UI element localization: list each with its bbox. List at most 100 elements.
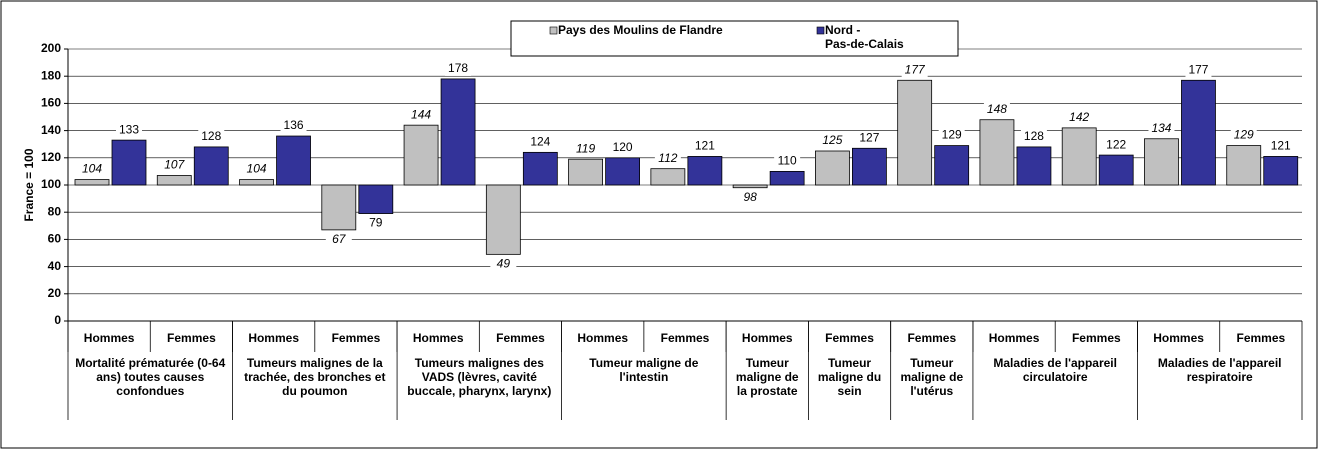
bar (1263, 156, 1299, 186)
group-label: Tumeur maligne de l'utérus (900, 356, 964, 398)
group-label: Tumeurs malignes des VADS (lèvres, cavit… (407, 356, 552, 398)
bar (769, 170, 805, 186)
bar (358, 184, 394, 214)
value-label-bg (161, 158, 188, 173)
value-label: 122 (1106, 137, 1126, 151)
bar (74, 179, 110, 186)
value-label-bg (79, 162, 105, 177)
y-tick-label: 80 (48, 204, 62, 218)
y-tick-label: 200 (41, 41, 61, 55)
y-tick-label: 120 (41, 150, 61, 164)
legend-label: Nord - Pas-de-Calais (825, 23, 904, 51)
value-label: 127 (859, 130, 879, 144)
bar (815, 150, 850, 186)
bar (522, 151, 558, 186)
value-label-bg (856, 131, 883, 146)
value-label: 178 (448, 61, 468, 75)
value-label-bg (901, 63, 928, 78)
value-label-bg (1103, 138, 1130, 153)
value-label: 136 (284, 118, 304, 132)
bar (111, 139, 147, 186)
value-label-bg (490, 257, 517, 272)
value-label: 49 (497, 257, 511, 271)
value-label: 128 (201, 129, 221, 143)
y-tick-label: 180 (41, 68, 61, 82)
x-tick-label: Femmes (660, 331, 710, 345)
value-label-bg (445, 61, 472, 76)
value-label: 148 (987, 102, 1007, 116)
y-tick-label: 160 (41, 96, 61, 110)
value-label: 98 (743, 190, 757, 204)
value-label-bg (1066, 110, 1093, 125)
value-label-bg (243, 162, 270, 177)
value-label: 107 (164, 158, 185, 172)
x-tick-label: Hommes (988, 331, 1040, 345)
value-label-bg (527, 135, 554, 150)
bar (403, 124, 439, 186)
value-label-bg (362, 216, 389, 231)
legend-swatch (816, 26, 825, 35)
value-label-bg (280, 119, 307, 134)
value-label: 125 (822, 133, 842, 147)
y-tick-label: 0 (54, 313, 61, 327)
bar (156, 175, 192, 186)
value-label: 124 (530, 135, 550, 149)
bar (276, 135, 311, 186)
y-tick-label: 100 (41, 177, 61, 191)
bar (979, 119, 1015, 186)
bar (1226, 145, 1262, 186)
bar (1144, 138, 1179, 186)
x-tick-label: Femmes (496, 331, 545, 345)
x-tick-label: Hommes (248, 331, 299, 345)
value-label: 79 (369, 216, 383, 230)
group-label: Tumeur maligne du sein (817, 356, 882, 398)
value-label: 177 (905, 62, 926, 76)
value-label: 144 (411, 107, 431, 121)
value-label-bg (408, 108, 435, 123)
bar (239, 179, 274, 186)
value-label: 142 (1069, 110, 1089, 124)
bar (568, 158, 603, 186)
value-label: 133 (119, 122, 139, 136)
bar (321, 184, 357, 231)
value-label: 129 (1234, 128, 1254, 142)
value-label: 134 (1151, 121, 1171, 135)
value-label: 177 (1188, 62, 1208, 76)
x-tick-label: Femmes (331, 331, 381, 345)
value-label: 67 (332, 232, 347, 246)
value-label-bg (737, 190, 764, 205)
legend-label: Pays des Moulins de Flandre (558, 23, 723, 37)
value-label: 104 (82, 162, 102, 176)
bar (1061, 127, 1097, 186)
bar (1181, 79, 1216, 186)
x-tick-label: Femmes (1236, 331, 1286, 345)
value-label-bg (1148, 121, 1175, 136)
x-tick-label: Hommes (577, 331, 629, 345)
group-label: Mortalité prématurée (0-64 ans) toutes c… (75, 356, 226, 398)
bar (934, 145, 970, 186)
value-label: 120 (613, 140, 633, 154)
bar (852, 147, 887, 186)
value-label: 129 (942, 128, 962, 142)
value-label-bg (691, 139, 718, 154)
value-label-bg (938, 128, 965, 143)
x-tick-label: Hommes (83, 331, 135, 345)
x-tick-label: Hommes (741, 331, 793, 345)
value-label: 121 (695, 139, 715, 153)
value-label: 119 (576, 141, 595, 155)
group-label: Tumeur maligne de l'intestin (589, 356, 699, 384)
x-tick-label: Femmes (1071, 331, 1121, 345)
bar (650, 168, 686, 186)
y-tick-label: 40 (48, 259, 62, 273)
value-label: 110 (778, 154, 797, 168)
value-label-bg (116, 123, 142, 138)
bar (440, 78, 476, 186)
value-label: 121 (1271, 139, 1291, 153)
x-tick-label: Femmes (825, 331, 874, 345)
value-label: 128 (1024, 129, 1044, 143)
bar (1098, 154, 1134, 186)
bar (732, 184, 768, 189)
x-tick-label: Hommes (1153, 331, 1204, 345)
